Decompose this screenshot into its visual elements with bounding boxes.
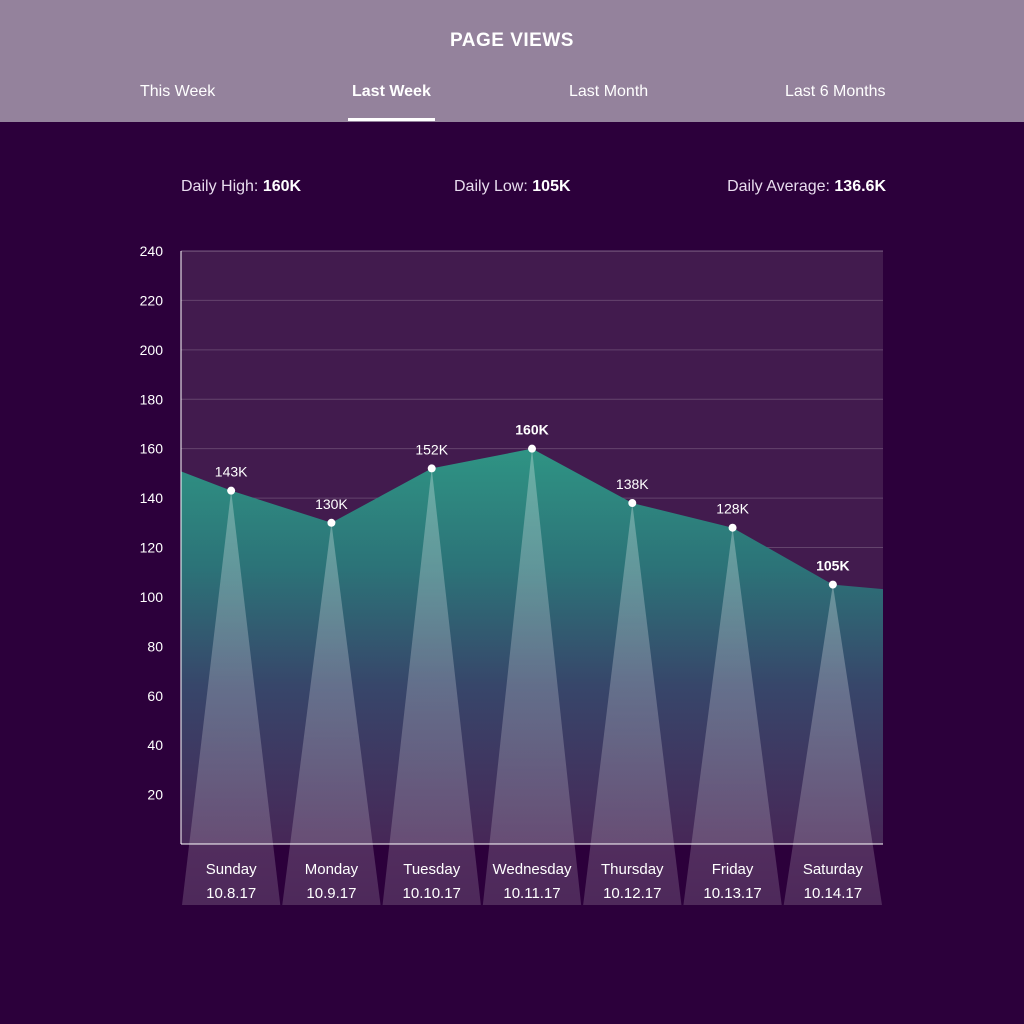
x-tick-label-date: 10.9.17 bbox=[306, 885, 356, 902]
value-beam bbox=[683, 527, 782, 905]
x-tick-label-date: 10.12.17 bbox=[603, 885, 661, 902]
data-label: 128K bbox=[716, 501, 749, 517]
y-tick-label: 220 bbox=[140, 292, 164, 308]
page-title: PAGE VIEWS bbox=[450, 30, 574, 51]
daily-low-stat: Daily Low: 105K bbox=[454, 178, 571, 196]
value-beam bbox=[482, 448, 582, 905]
value-beam bbox=[282, 522, 381, 905]
daily-high-value: 160K bbox=[262, 178, 302, 195]
daily-low-label: Daily Low: bbox=[454, 178, 528, 195]
x-tick-label-date: 10.14.17 bbox=[804, 885, 862, 902]
tab-last-month[interactable]: Last Month bbox=[569, 83, 649, 100]
y-tick-label: 80 bbox=[147, 638, 163, 654]
daily-high-stat: Daily High: 160K bbox=[181, 178, 301, 196]
daily-low-value: 105K bbox=[532, 178, 571, 195]
data-label: 143K bbox=[215, 464, 248, 480]
data-point bbox=[327, 518, 336, 527]
data-label: 138K bbox=[616, 476, 649, 492]
x-tick-label-date: 10.11.17 bbox=[503, 885, 560, 902]
x-tick-label-day: Monday bbox=[305, 861, 359, 878]
x-tick-label-day: Wednesday bbox=[493, 861, 572, 878]
y-tick-label: 40 bbox=[147, 737, 163, 753]
x-tick-label-date: 10.10.17 bbox=[403, 885, 461, 902]
active-tab-indicator bbox=[348, 118, 435, 121]
header-bar: PAGE VIEWS This Week Last Week Last Mont… bbox=[0, 0, 1024, 122]
y-tick-label: 200 bbox=[140, 342, 164, 358]
y-tick-label: 20 bbox=[147, 787, 163, 803]
x-tick-label-day: Tuesday bbox=[403, 861, 460, 878]
y-tick-label: 120 bbox=[140, 540, 164, 556]
y-tick-label: 100 bbox=[140, 589, 164, 605]
data-label: 105K bbox=[816, 558, 849, 574]
daily-average-stat: Daily Average: 136.6K bbox=[727, 178, 886, 196]
x-tick-label-day: Friday bbox=[712, 861, 754, 878]
value-beam bbox=[783, 584, 882, 905]
x-tick-label-date: 10.13.17 bbox=[703, 885, 761, 902]
daily-high-label: Daily High: bbox=[181, 178, 259, 195]
daily-average-label: Daily Average: bbox=[727, 178, 830, 195]
data-label: 130K bbox=[315, 496, 348, 512]
value-beam bbox=[583, 503, 682, 905]
tab-last-6-months[interactable]: Last 6 Months bbox=[785, 83, 886, 100]
data-point bbox=[427, 464, 436, 473]
tab-this-week[interactable]: This Week bbox=[140, 83, 216, 100]
data-point bbox=[828, 580, 837, 589]
data-label: 160K bbox=[515, 422, 548, 438]
value-beam bbox=[382, 468, 481, 905]
tab-last-week[interactable]: Last Week bbox=[352, 83, 431, 100]
data-point bbox=[227, 486, 236, 495]
y-tick-label: 160 bbox=[140, 441, 164, 457]
x-tick-label-day: Saturday bbox=[803, 861, 864, 878]
value-beam bbox=[182, 490, 281, 905]
x-tick-label-day: Sunday bbox=[206, 861, 257, 878]
y-tick-label: 240 bbox=[140, 243, 164, 259]
y-tick-label: 60 bbox=[147, 688, 163, 704]
data-label: 152K bbox=[415, 441, 448, 457]
x-tick-label-day: Thursday bbox=[601, 861, 664, 878]
y-tick-label: 140 bbox=[140, 490, 164, 506]
data-point bbox=[528, 444, 536, 453]
x-tick-label-date: 10.8.17 bbox=[206, 885, 256, 902]
y-tick-label: 180 bbox=[140, 391, 164, 407]
data-point bbox=[728, 523, 737, 532]
daily-average-value: 136.6K bbox=[834, 178, 886, 195]
data-point bbox=[628, 499, 637, 508]
